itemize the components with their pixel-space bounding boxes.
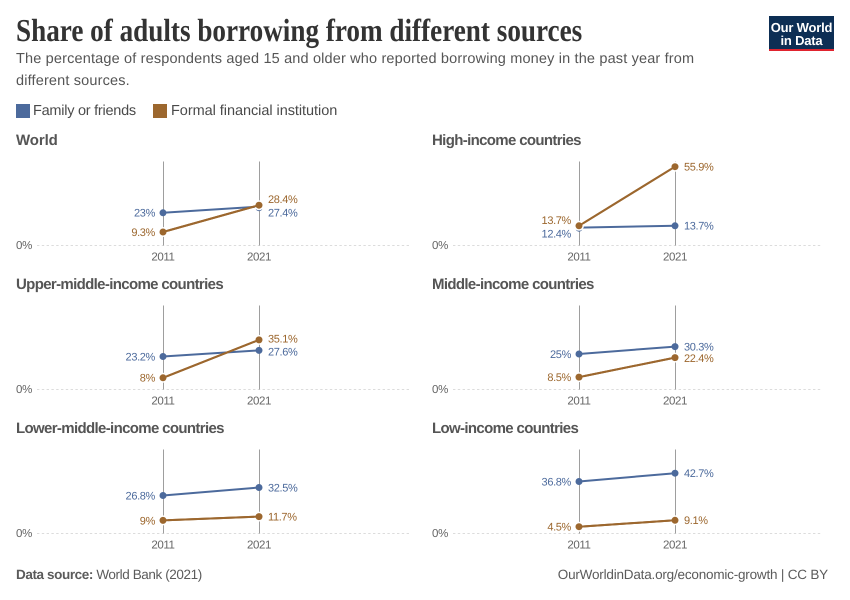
- svg-text:2021: 2021: [247, 252, 271, 264]
- svg-text:2021: 2021: [247, 540, 271, 552]
- svg-text:35.1%: 35.1%: [268, 333, 298, 345]
- svg-text:0%: 0%: [432, 528, 448, 540]
- svg-text:8.5%: 8.5%: [547, 372, 571, 384]
- svg-text:25%: 25%: [550, 349, 572, 361]
- svg-text:2011: 2011: [567, 396, 590, 408]
- svg-text:2011: 2011: [567, 252, 590, 264]
- svg-text:32.5%: 32.5%: [268, 482, 298, 494]
- svg-text:13.7%: 13.7%: [542, 215, 572, 227]
- svg-text:13.7%: 13.7%: [684, 221, 714, 233]
- svg-text:High-income countries: High-income countries: [432, 132, 581, 149]
- svg-text:Middle-income countries: Middle-income countries: [432, 276, 594, 293]
- svg-text:0%: 0%: [432, 240, 448, 252]
- svg-text:12.4%: 12.4%: [542, 228, 572, 240]
- svg-text:30.3%: 30.3%: [684, 342, 714, 354]
- svg-text:2021: 2021: [247, 396, 271, 408]
- svg-text:0%: 0%: [16, 384, 32, 396]
- svg-text:9.3%: 9.3%: [131, 227, 155, 239]
- svg-text:23.2%: 23.2%: [126, 351, 156, 363]
- svg-text:4.5%: 4.5%: [547, 522, 571, 534]
- svg-text:2011: 2011: [151, 540, 174, 552]
- svg-text:36.8%: 36.8%: [542, 476, 572, 488]
- svg-text:9%: 9%: [140, 515, 156, 527]
- svg-text:8%: 8%: [140, 373, 156, 385]
- svg-text:0%: 0%: [16, 240, 32, 252]
- svg-text:World: World: [16, 132, 58, 149]
- svg-text:Upper-middle-income countries: Upper-middle-income countries: [16, 276, 223, 293]
- svg-text:2011: 2011: [567, 540, 590, 552]
- svg-text:27.6%: 27.6%: [268, 347, 298, 359]
- svg-text:Lower-middle-income countries: Lower-middle-income countries: [16, 420, 224, 437]
- svg-text:2021: 2021: [663, 252, 687, 264]
- svg-text:42.7%: 42.7%: [684, 468, 714, 480]
- svg-text:27.4%: 27.4%: [268, 208, 298, 220]
- svg-text:2011: 2011: [151, 396, 174, 408]
- svg-text:28.4%: 28.4%: [268, 194, 298, 206]
- svg-text:22.4%: 22.4%: [684, 353, 714, 365]
- svg-text:0%: 0%: [16, 528, 32, 540]
- svg-text:55.9%: 55.9%: [684, 162, 714, 174]
- svg-text:2021: 2021: [663, 540, 687, 552]
- svg-text:11.7%: 11.7%: [268, 512, 297, 524]
- svg-text:Low-income countries: Low-income countries: [432, 420, 578, 437]
- svg-text:0%: 0%: [432, 384, 448, 396]
- svg-text:26.8%: 26.8%: [126, 490, 156, 502]
- svg-text:23%: 23%: [134, 208, 156, 220]
- svg-text:2011: 2011: [151, 252, 174, 264]
- svg-text:2021: 2021: [663, 396, 687, 408]
- svg-text:9.1%: 9.1%: [684, 515, 708, 527]
